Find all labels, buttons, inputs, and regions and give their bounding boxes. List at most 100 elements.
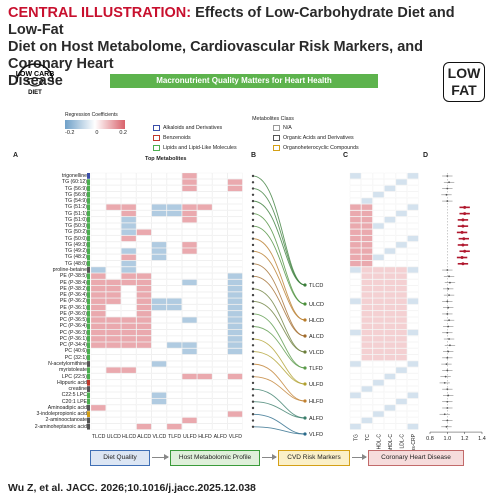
forest-point [463,212,467,216]
marker-cell [372,310,385,317]
marker-cell [395,404,408,411]
marker-cell [349,317,362,324]
marker-cell [384,367,396,374]
heatmap-cell [182,304,197,311]
marker-cell [395,323,408,330]
heatmap-cell [136,335,152,342]
marker-cell [372,423,385,430]
flow-node-left [251,369,255,372]
heatmap-cell [106,254,121,261]
marker-cell [372,254,385,261]
heatmap-cell [106,342,121,349]
marker-cell [361,310,373,317]
heatmap-cell [166,386,182,392]
heatmap-cell [227,348,243,355]
heatmap-cell [90,360,106,367]
marker-cell [384,329,396,336]
heatmap-cell [106,323,121,330]
heatmap-cell [121,392,137,399]
metabolite-labels: trigonelline TG (60:12) TG (56:9) TG (56:8)… [9,173,87,430]
marker-cell [372,216,385,223]
heatmap-cell [182,185,197,192]
heatmap-cell [136,310,152,317]
flow-curve [252,213,306,305]
heatmap-cell [227,373,243,380]
flow-node-left [251,212,255,215]
marker-cell [361,323,373,330]
class-strip-cell [87,361,90,367]
flow-node-left [251,231,255,234]
heatmap-cell [90,335,106,342]
class-strip-cell [87,379,90,386]
forest-point [446,313,449,315]
heatmap-cell [197,223,213,229]
heatmap-cell [212,367,228,374]
heatmap-cell [182,360,197,367]
heatmap-cell [182,329,197,336]
marker-cell [395,360,408,367]
marker-cell [361,348,373,355]
marker-cell [407,179,419,186]
heatmap-cell [90,417,106,424]
regression-legend: Regression Coefficients -0.2 0 0.2 [65,112,127,136]
class-swatch [273,145,280,151]
heatmap-cell [136,266,152,273]
class-strip-cell [87,267,90,273]
heatmap-cell [136,235,152,242]
heatmap-cell [136,404,152,411]
marker-cell [384,335,396,342]
marker-cell [384,379,396,386]
marker-cell [384,260,396,267]
metabolite-label: TG (49:2) [64,248,87,255]
heatmap-cell [227,210,243,217]
metabolite-label: C22:5 LPC [61,392,87,399]
class-label: Benzenoids [163,135,191,141]
heatmap-cell [227,172,243,179]
heatmap-cell [151,210,167,217]
marker-cell [372,379,385,386]
forest-point [447,325,450,328]
heatmap-cell [106,335,121,342]
marker-cell [349,216,362,223]
heatmap-cell [151,317,167,324]
marker-cell [384,172,396,179]
marker-cell [407,223,419,229]
marker-cell [407,404,419,411]
heatmap-cell [151,304,167,311]
heatmap-cell [121,317,137,324]
heatmap-cell [136,411,152,418]
heatmap-cell [166,235,182,242]
heatmap-cell [197,379,213,386]
heatmap-cell [121,285,137,292]
heatmap-cell [136,273,152,280]
marker-cell [384,317,396,324]
class-strip-cell [87,323,90,330]
heatmap-cell [212,417,228,424]
heatmap-cell [182,216,197,223]
marker-cell [407,235,419,242]
marker-cell [349,354,362,361]
heatmap-cell [90,216,106,223]
metabolite-label: PC (P-36:3) [59,329,87,336]
heatmap-cell [151,310,167,317]
marker-cell [349,266,362,273]
heatmap-cell [151,342,167,349]
heatmap-cell [151,411,167,418]
marker-cell [395,185,408,192]
heatmap-cell [151,417,167,424]
heatmap-cell [197,204,213,211]
marker-cell [384,248,396,255]
heatmap-cell [212,411,228,418]
marker-cell [349,191,362,198]
marker-cell [372,298,385,305]
marker-cell [372,235,385,242]
flow-node-left [251,425,255,428]
heatmap-cell [106,329,121,336]
marker-cell [372,197,385,204]
class-strip-cell [87,298,90,305]
heatmap-cell [197,235,213,242]
heatmap-cell [166,273,182,280]
metabolite-label: PE (P-36:0) [59,310,87,317]
forest-point [446,331,449,334]
heatmap-cell [212,404,228,411]
